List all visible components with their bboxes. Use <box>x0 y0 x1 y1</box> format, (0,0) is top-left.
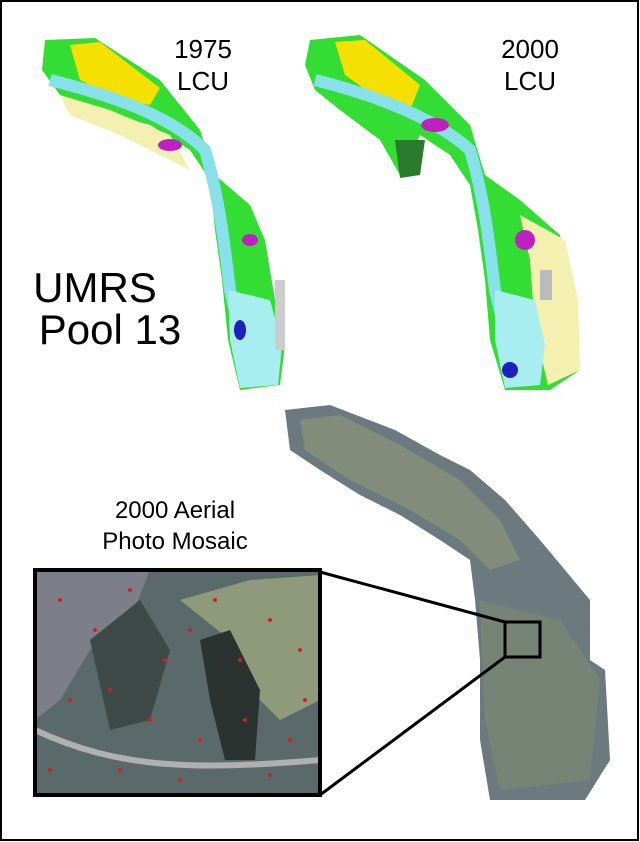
inset-image <box>180 575 320 720</box>
land-cover <box>335 40 420 110</box>
inset-image <box>200 630 260 760</box>
land-cover <box>70 42 160 105</box>
land-cover <box>502 362 518 378</box>
land-cover <box>275 280 285 350</box>
inset-image <box>33 727 321 769</box>
land-cover <box>42 38 285 390</box>
land-cover <box>515 230 535 250</box>
connector <box>319 655 506 797</box>
connector <box>319 570 506 624</box>
map-year: 2000 <box>501 34 559 64</box>
map-label: LCU <box>177 66 229 96</box>
aerial-mosaic <box>300 415 520 570</box>
site-name: Pool 13 <box>39 306 181 353</box>
land-cover <box>540 270 552 300</box>
sample-points <box>48 588 307 782</box>
land-cover <box>421 118 449 132</box>
map-label: LCU <box>504 66 556 96</box>
inset-image <box>90 600 170 730</box>
land-cover <box>158 139 182 151</box>
land-cover <box>242 234 258 246</box>
inset-locator <box>503 620 542 659</box>
map-1975 <box>42 38 285 390</box>
inset-frame <box>33 568 322 797</box>
open-water <box>228 290 282 388</box>
aerial-mosaic <box>480 600 600 790</box>
inset <box>33 568 322 797</box>
mosaic-label: 2000 Aerial <box>115 497 235 524</box>
map-year: 1975 <box>174 34 232 64</box>
mosaic-label: Photo Mosaic <box>102 528 247 555</box>
map-2000 <box>305 35 580 390</box>
land-cover <box>395 140 425 178</box>
land-cover <box>60 95 190 170</box>
land-cover <box>234 320 246 340</box>
site-name: UMRS <box>33 264 157 311</box>
